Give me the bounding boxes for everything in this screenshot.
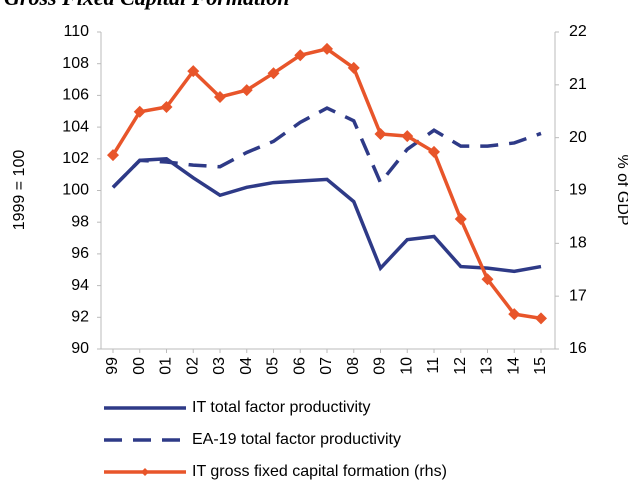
x-tick-label: 99: [104, 357, 121, 375]
y-tick-label: 106: [62, 87, 89, 104]
point-marker: [481, 273, 494, 286]
point-marker: [133, 105, 146, 118]
chart-title: Gross Fixed Capital Formation: [4, 0, 289, 10]
x-tick-label: 07: [318, 357, 335, 375]
y-tick-label: 96: [71, 245, 89, 262]
point-marker: [535, 312, 547, 325]
y-tick-label: 90: [71, 340, 89, 357]
x-tick-label: 03: [211, 357, 228, 375]
y-axis-label: 1999 = 100: [11, 150, 28, 231]
series-line: [111, 157, 542, 274]
point-marker: [454, 213, 467, 226]
y2-axis-label: % of GDP: [614, 154, 628, 225]
point-marker: [374, 127, 387, 140]
point-marker: [107, 149, 119, 162]
legend-label: IT gross fixed capital formation (rhs): [192, 463, 447, 480]
point-marker: [294, 49, 307, 62]
x-tick-label: 12: [452, 357, 469, 375]
y2-tick-label: 16: [569, 340, 587, 357]
x-tick-label: 08: [345, 357, 362, 375]
y-tick-label: 108: [62, 55, 89, 72]
legend-label: IT total factor productivity: [192, 399, 370, 416]
y-tick-label: 92: [71, 309, 89, 326]
series-line: [111, 106, 542, 189]
point-marker: [187, 65, 200, 78]
x-tick-label: 02: [184, 357, 201, 375]
point-marker: [267, 67, 280, 80]
x-tick-label: 13: [479, 357, 496, 375]
point-marker: [321, 42, 333, 55]
x-tick-label: 01: [158, 357, 175, 375]
point-marker: [160, 101, 173, 114]
x-tick-label: 09: [372, 357, 389, 375]
legend-marker: [141, 468, 149, 476]
y2-tick-label: 20: [569, 129, 587, 146]
legend-label: EA-19 total factor productivity: [192, 431, 401, 448]
y2-tick-label: 22: [569, 23, 587, 40]
x-tick-label: 15: [532, 357, 549, 375]
y-tick-label: 94: [71, 277, 89, 294]
y2-tick-label: 18: [569, 235, 587, 252]
x-tick-label: 05: [265, 357, 282, 375]
x-tick-label: 14: [505, 357, 522, 375]
point-marker: [214, 90, 226, 103]
y-tick-label: 100: [62, 182, 89, 199]
x-tick-label: 04: [238, 357, 255, 375]
y2-tick-label: 19: [569, 182, 587, 199]
x-tick-label: 06: [291, 357, 308, 375]
point-marker: [240, 84, 253, 97]
x-tick-label: 11: [425, 357, 442, 374]
x-tick-label: 10: [398, 357, 415, 375]
y2-tick-label: 17: [569, 287, 587, 304]
x-tick-label: 00: [131, 357, 148, 375]
series-line: [111, 47, 542, 321]
y2-tick-label: 21: [569, 76, 587, 93]
point-marker: [401, 130, 414, 143]
point-marker: [428, 145, 440, 158]
point-marker: [347, 61, 360, 74]
y-tick-label: 98: [71, 213, 89, 230]
y-tick-label: 110: [63, 23, 89, 40]
y-tick-label: 104: [62, 118, 89, 135]
y-tick-label: 102: [62, 150, 89, 167]
point-marker: [508, 308, 521, 321]
